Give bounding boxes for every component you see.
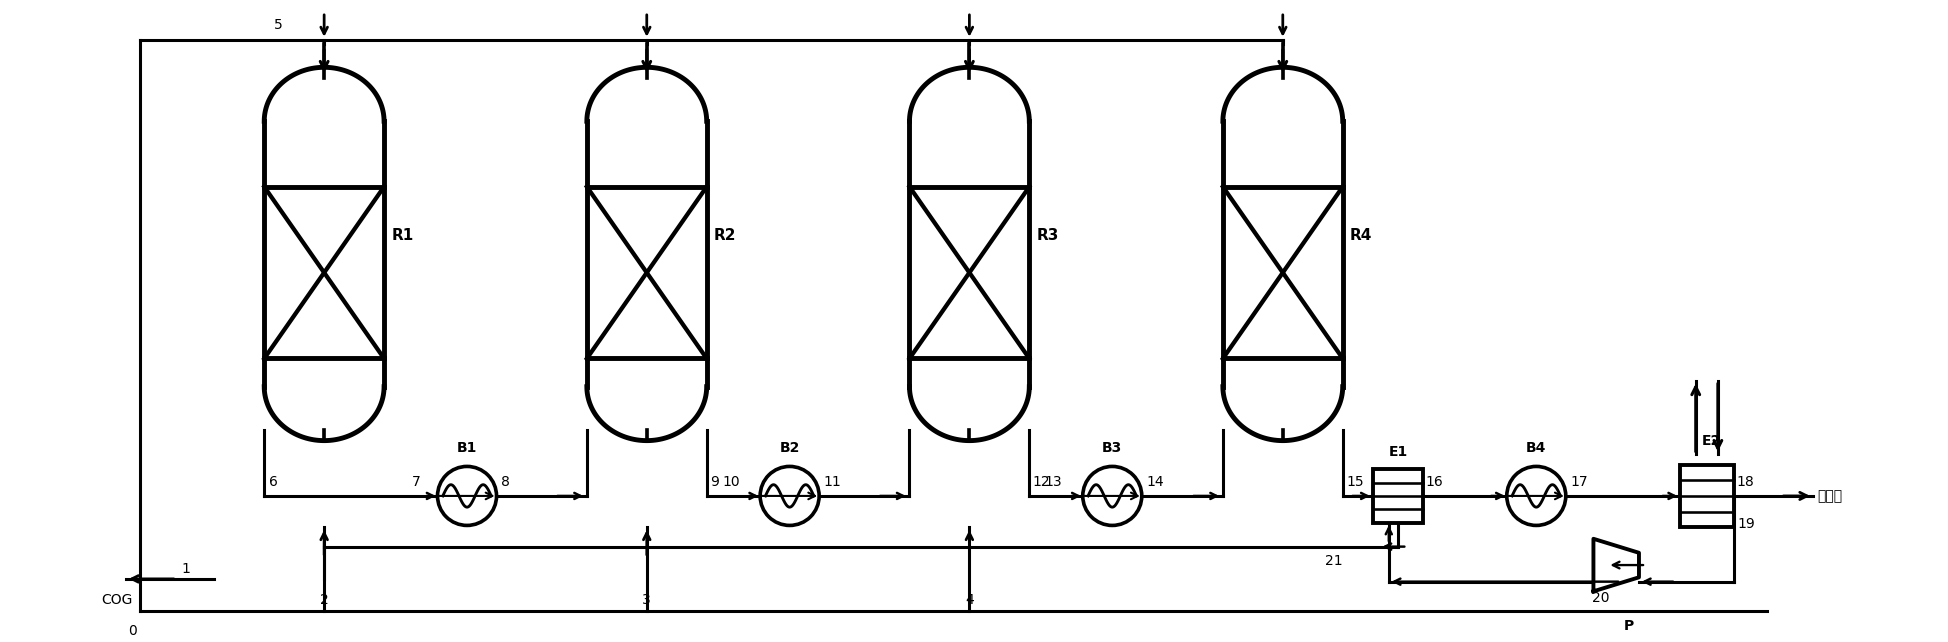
Text: 15: 15: [1346, 474, 1364, 489]
Text: R4: R4: [1350, 228, 1373, 243]
Text: 20: 20: [1592, 591, 1609, 605]
Text: E2: E2: [1703, 434, 1720, 448]
Text: 6: 6: [269, 474, 279, 489]
Text: 1: 1: [181, 562, 191, 576]
Text: 13: 13: [1044, 474, 1062, 489]
Text: E1: E1: [1389, 445, 1408, 459]
Text: R1: R1: [392, 228, 413, 243]
Text: 12: 12: [1032, 474, 1050, 489]
Text: 14: 14: [1145, 474, 1165, 489]
Text: 3: 3: [643, 593, 651, 607]
Text: 17: 17: [1570, 474, 1588, 489]
Text: 4: 4: [964, 593, 974, 607]
Text: 21: 21: [1325, 554, 1342, 568]
Text: 11: 11: [824, 474, 842, 489]
Text: COG: COG: [101, 593, 132, 607]
Text: 产品气: 产品气: [1817, 489, 1843, 503]
Text: 19: 19: [1738, 517, 1755, 530]
Text: 8: 8: [501, 474, 510, 489]
Text: B1: B1: [458, 441, 477, 455]
Text: R3: R3: [1036, 228, 1060, 243]
Text: 9: 9: [711, 474, 719, 489]
Text: 0: 0: [129, 624, 136, 638]
Text: B2: B2: [779, 441, 801, 455]
Text: 16: 16: [1426, 474, 1443, 489]
Text: 18: 18: [1736, 474, 1753, 489]
Text: R2: R2: [715, 228, 736, 243]
Text: B4: B4: [1525, 441, 1547, 455]
Text: 10: 10: [723, 474, 740, 489]
Bar: [1373, 469, 1424, 523]
Text: 2: 2: [319, 593, 329, 607]
Text: P: P: [1623, 618, 1634, 632]
Bar: [1679, 465, 1734, 527]
Text: 7: 7: [413, 474, 421, 489]
Text: 5: 5: [273, 18, 282, 32]
Text: B3: B3: [1103, 441, 1122, 455]
